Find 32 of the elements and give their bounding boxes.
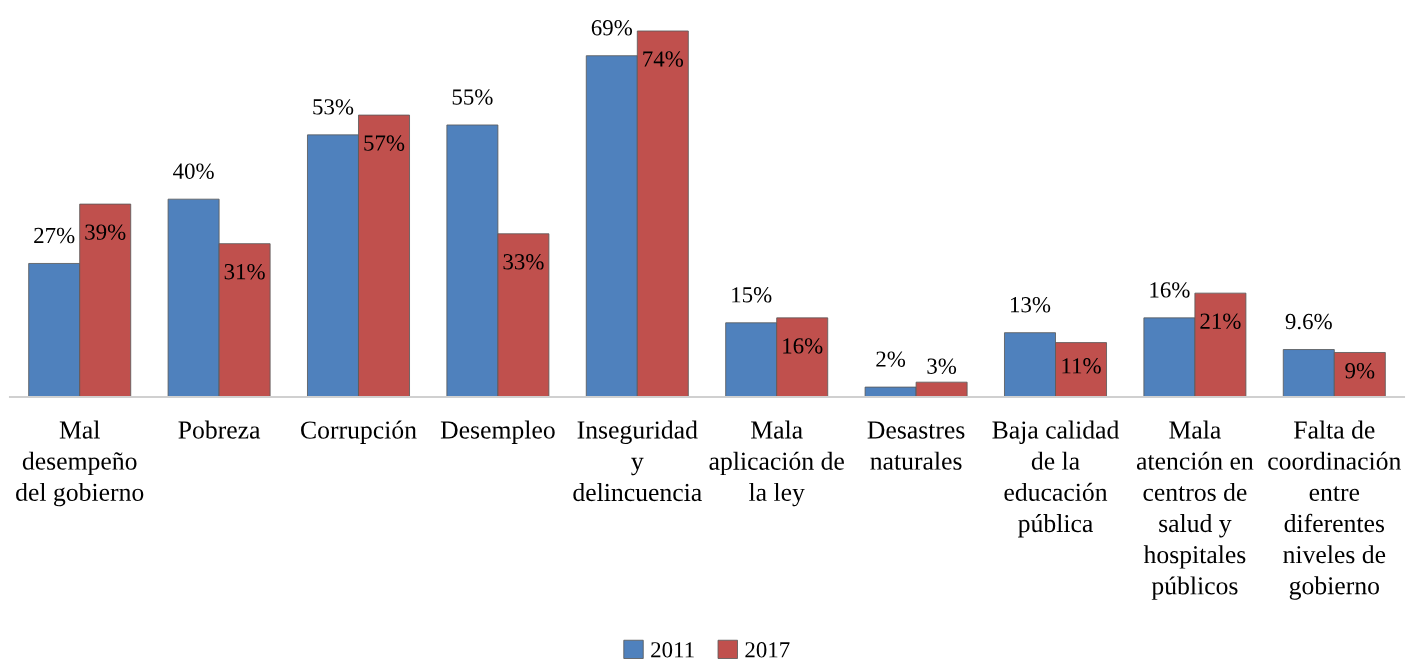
data-label: 39% [85,224,126,240]
data-label: 9.6% [1285,313,1332,330]
legend-label: 2011 [651,642,694,658]
data-label: 13% [1011,296,1051,313]
x-tick-label: Mal desempeño del gobierno [16,420,144,507]
data-label: 57% [364,135,405,151]
x-tick-label: Pobreza [178,420,261,439]
data-label: 55% [452,89,493,105]
data-label: 69% [591,20,633,36]
data-label: 16% [1150,282,1190,298]
data-label: 16% [783,338,823,354]
x-tick-label: Desastres naturales [867,421,965,470]
x-tick-label: Mala aplicación de la ley [709,420,844,507]
x-tick-label: Corrupción [301,420,417,444]
data-label: 40% [173,163,214,179]
data-label: 3% [927,358,957,374]
data-label: 33% [503,254,544,270]
x-tick-label: Inseguridad y delincuencia [573,420,702,502]
data-label: 2% [876,351,906,367]
data-label: 9% [1345,363,1375,379]
x-tick-label: Falta de coordinación entre diferentes niveles de gobierno [1268,420,1401,600]
data-label: 31% [224,263,265,280]
data-label: 53% [313,99,354,115]
data-label: 27% [34,227,75,244]
data-label: 15% [732,287,772,303]
data-label: 11% [1062,358,1101,374]
legend-label: 2017 [745,642,790,658]
x-tick-label: Baja calidad de la educación pública [992,420,1120,538]
data-label: 74% [643,51,684,67]
data-label: 21% [1200,313,1241,329]
x-tick-label: Desempleo [440,420,555,444]
x-tick-label: Mala atención en centros de salud y hospitales públicos [1136,420,1254,600]
